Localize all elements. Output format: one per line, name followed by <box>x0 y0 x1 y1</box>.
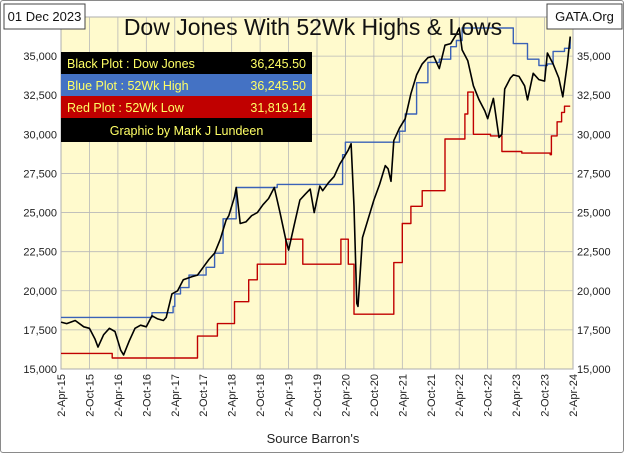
legend-red-value: 31,819.14 <box>250 101 306 115</box>
legend-red-label: Red Plot : 52Wk Low <box>67 101 185 115</box>
y-tick-label-left: 25,000 <box>23 208 57 220</box>
legend-blue-row <box>61 74 312 96</box>
y-tick-label-right: 25,000 <box>577 208 611 220</box>
y-tick-label-left: 17,500 <box>23 325 57 337</box>
x-tick-label: 2-Oct-16 <box>141 374 153 417</box>
x-tick-label: 2-Apr-21 <box>397 374 409 417</box>
y-tick-label-left: 15,000 <box>23 364 57 376</box>
y-tick-label-right: 30,000 <box>577 129 611 141</box>
y-tick-label-left: 32,500 <box>23 90 57 102</box>
y-tick-label-left: 30,000 <box>23 129 57 141</box>
legend-blue-value: 36,245.50 <box>250 79 306 93</box>
x-tick-label: 2-Oct-23 <box>540 374 552 417</box>
legend-red-row <box>61 96 312 118</box>
x-tick-label: 2-Oct-20 <box>369 374 381 417</box>
source-box <box>546 3 623 30</box>
x-tick-label: 2-Apr-20 <box>340 374 352 417</box>
high-52wk-line <box>61 27 571 319</box>
date-label: 01 Dec 2023 <box>8 9 82 24</box>
y-tick-label-right: 20,000 <box>577 286 611 298</box>
x-axis-label: Source Barron's <box>267 431 360 446</box>
y-tick-label-right: 17,500 <box>577 325 611 337</box>
x-tick-label: 2-Oct-19 <box>312 374 324 417</box>
legend-black-row <box>61 52 312 74</box>
legend-credit-row <box>61 118 312 142</box>
x-tick-label: 2-Oct-21 <box>426 374 438 417</box>
y-tick-label-left: 22,500 <box>23 247 57 259</box>
y-tick-label-left: 20,000 <box>23 286 57 298</box>
x-tick-label: 2-Oct-22 <box>483 374 495 417</box>
date-box <box>3 3 86 30</box>
y-axis-right: 15,000 17,500 20,000 22,500 25,000 27,500 30,0… <box>577 12 611 376</box>
low-52wk-line <box>61 91 571 359</box>
x-tick-label: 2-Apr-19 <box>284 374 296 417</box>
series-group <box>60 27 571 359</box>
x-tick-label: 2-Apr-22 <box>454 374 466 417</box>
x-tick-label: 2-Apr-23 <box>511 374 523 417</box>
y-tick-label-right: 35,000 <box>577 51 611 63</box>
y-tick-label-right: 27,500 <box>577 168 611 180</box>
x-tick-label: 2-Apr-17 <box>170 374 182 417</box>
x-tick-label: 2-Apr-15 <box>56 374 68 417</box>
x-axis: 2-Apr-15 2-Oct-15 2-Apr-16 2-Oct-16 2-Apr-17… <box>56 374 580 417</box>
y-tick-label-right: 22,500 <box>577 247 611 259</box>
legend-blue-label: Blue Plot : 52Wk High <box>67 79 189 93</box>
y-tick-label-right: 15,000 <box>577 364 611 376</box>
x-tick-label: 2-Oct-17 <box>198 374 210 417</box>
x-tick-label: 2-Oct-18 <box>255 374 267 417</box>
x-tick-label: 2-Apr-18 <box>227 374 239 417</box>
y-tick-label-left: 27,500 <box>23 168 57 180</box>
y-tick-label-left: 35,000 <box>23 51 57 63</box>
legend-black-label: Black Plot : Dow Jones <box>67 57 195 71</box>
legend-credit: Graphic by Mark J Lundeen <box>110 124 264 138</box>
chart-title: Dow Jones With 52Wk Highs & Lows <box>124 14 502 40</box>
y-axis-left: 15,000 17,500 20,000 22,500 25,000 27,500 30,0… <box>23 12 57 376</box>
legend-black-value: 36,245.50 <box>250 57 306 71</box>
x-tick-label: 2-Apr-16 <box>113 374 125 417</box>
x-tick-label: 2-Oct-15 <box>84 374 96 417</box>
y-tick-label-right: 32,500 <box>577 90 611 102</box>
dow-jones-line <box>60 27 571 356</box>
x-tick-label: 2-Apr-24 <box>568 374 580 417</box>
source-label: GATA.Org <box>555 9 614 24</box>
legend-box: Black Plot : Dow Jones 36,245.50 Blue Pl… <box>61 52 312 142</box>
